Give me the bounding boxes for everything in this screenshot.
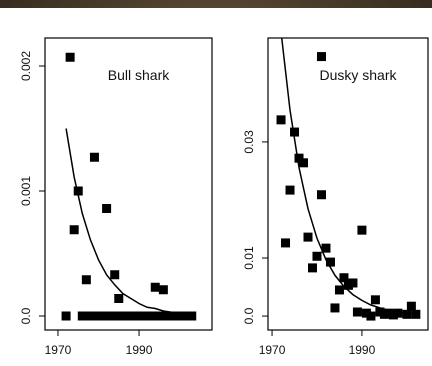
- y-tick-label: 0.001: [19, 176, 33, 206]
- data-point: [102, 204, 111, 213]
- data-point: [110, 270, 119, 279]
- data-point: [66, 53, 75, 62]
- data-point: [312, 252, 321, 261]
- data-point: [277, 115, 286, 124]
- data-point: [326, 258, 335, 267]
- y-tick-label: 0.0: [19, 307, 33, 324]
- x-tick-label: 1990: [126, 343, 153, 357]
- data-point: [74, 187, 83, 196]
- data-point: [281, 238, 290, 247]
- data-point: [187, 312, 196, 321]
- data-point: [393, 309, 402, 318]
- x-tick-label: 1970: [45, 343, 72, 357]
- data-point: [151, 283, 160, 292]
- data-point: [411, 310, 420, 319]
- data-point: [348, 278, 357, 287]
- data-point: [357, 226, 366, 235]
- y-tick-label: 0.03: [242, 130, 256, 154]
- data-point: [353, 308, 362, 317]
- figure: Bull shark 0.0 0.001 0.002 1970 1990 Dusky sha…: [0, 0, 432, 366]
- y-tick-label: 0.0: [242, 307, 256, 324]
- data-point: [366, 312, 375, 321]
- data-point: [407, 302, 416, 311]
- data-point: [98, 312, 107, 321]
- data-point: [299, 158, 308, 167]
- data-point: [82, 275, 91, 284]
- data-point: [290, 128, 299, 137]
- data-point: [110, 312, 119, 321]
- data-point: [330, 303, 339, 312]
- data-point: [308, 263, 317, 272]
- data-point: [371, 295, 380, 304]
- data-point: [335, 285, 344, 294]
- data-point: [304, 233, 313, 242]
- data-point: [321, 244, 330, 253]
- data-point: [286, 186, 295, 195]
- data-point: [317, 52, 326, 61]
- panel-title: Dusky shark: [319, 67, 397, 83]
- data-point: [90, 153, 99, 162]
- data-point: [402, 310, 411, 319]
- y-tick-label: 0.01: [242, 246, 256, 270]
- x-tick-label: 1990: [349, 343, 376, 357]
- y-tick-label: 0.002: [19, 51, 33, 81]
- data-point: [114, 294, 123, 303]
- data-point: [62, 312, 71, 321]
- panel-title: Bull shark: [108, 67, 170, 83]
- x-tick-label: 1970: [259, 343, 286, 357]
- data-point: [317, 190, 326, 199]
- data-point: [159, 285, 168, 294]
- data-point: [70, 225, 79, 234]
